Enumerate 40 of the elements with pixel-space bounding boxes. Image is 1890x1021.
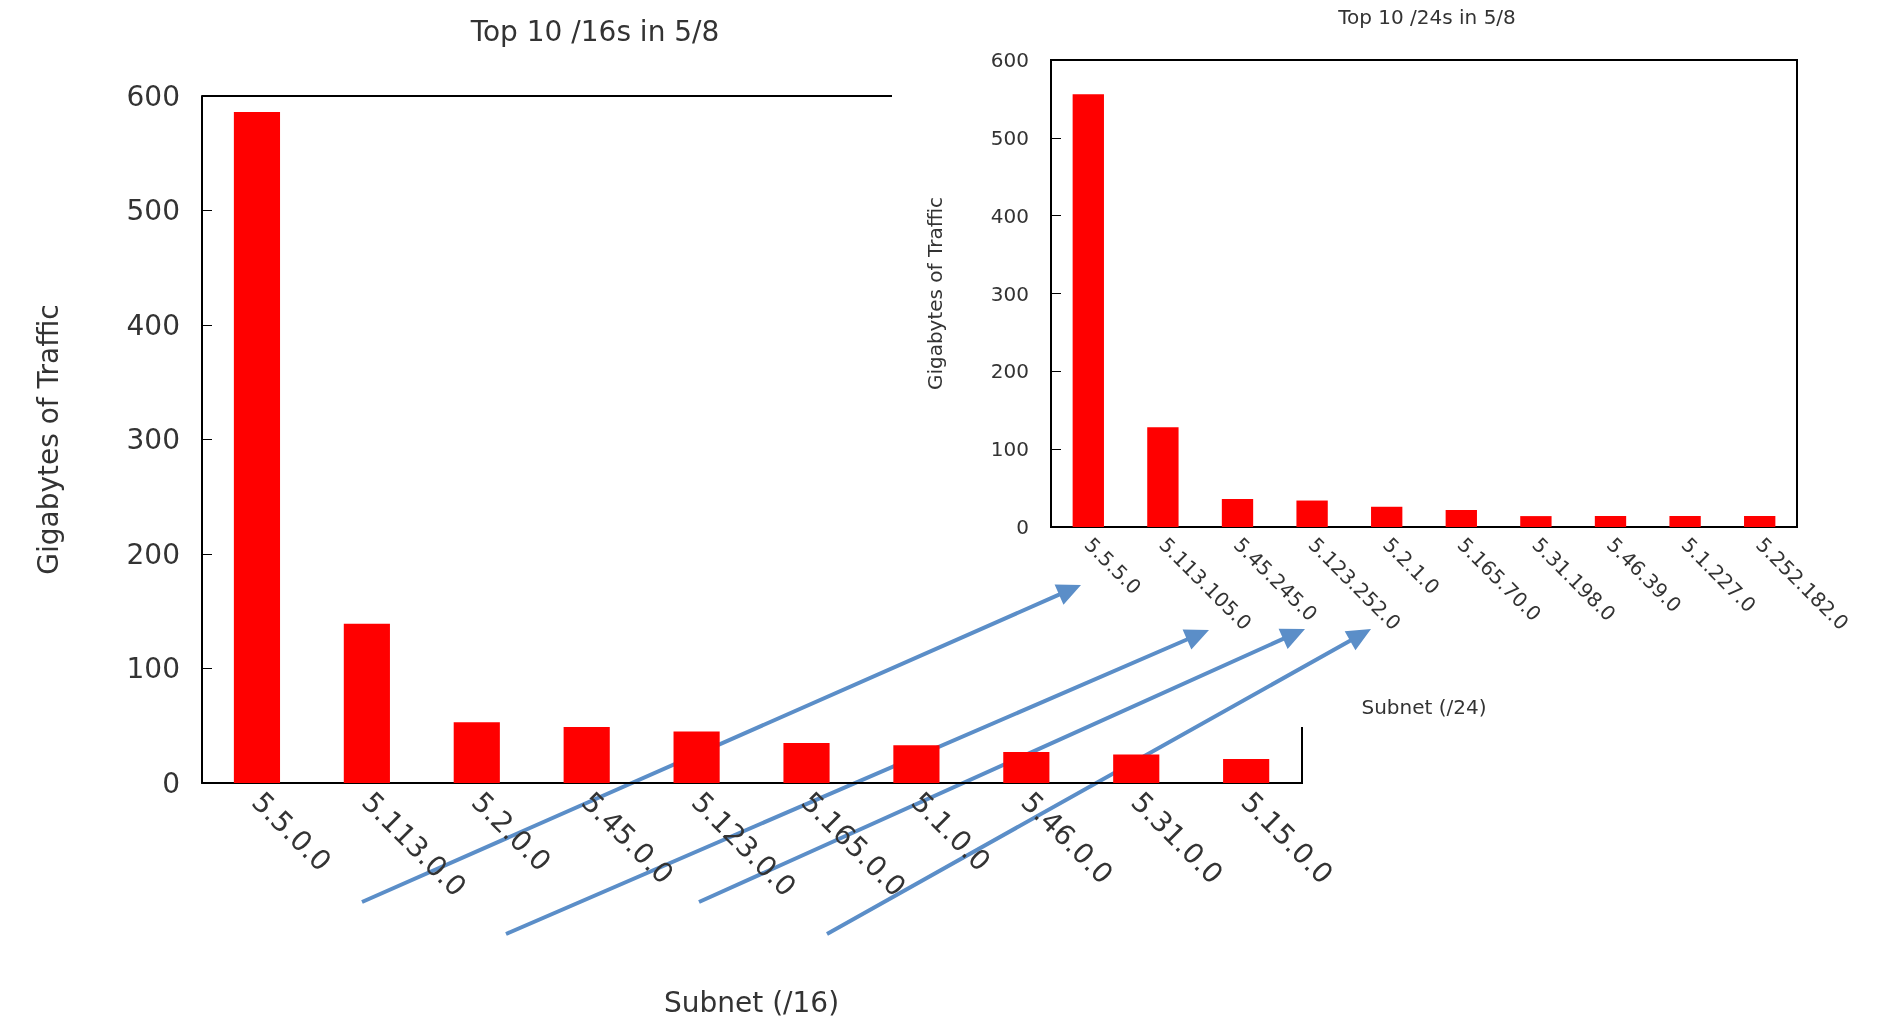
bar xyxy=(1072,94,1104,527)
bar xyxy=(1003,752,1050,783)
bar xyxy=(673,731,720,783)
y-tick-label: 0 xyxy=(162,766,180,800)
bar xyxy=(563,726,610,783)
bar xyxy=(893,745,940,783)
y-tick-label: 300 xyxy=(126,423,180,456)
bar xyxy=(783,742,830,783)
bar xyxy=(1744,516,1776,527)
y-tick-label: 200 xyxy=(126,537,180,571)
y-tick-label: 100 xyxy=(126,652,180,685)
y-tick-label: 100 xyxy=(990,437,1029,462)
y-tick-label: 600 xyxy=(126,79,180,113)
bar xyxy=(343,623,390,783)
bar xyxy=(1669,516,1701,527)
y-tick-label: 0 xyxy=(1016,515,1029,539)
y-axis-title: Gigabytes of Traffic xyxy=(923,196,947,391)
bar xyxy=(1113,754,1160,783)
bar xyxy=(1221,498,1254,527)
bar xyxy=(1445,509,1477,527)
bar xyxy=(1296,500,1328,527)
bar xyxy=(233,112,281,783)
y-tick-label: 600 xyxy=(990,48,1029,72)
bar xyxy=(1147,427,1179,527)
bar xyxy=(1371,506,1403,527)
bar xyxy=(1594,516,1627,527)
x-axis-title: Subnet (/24) xyxy=(1361,695,1487,719)
chart-title: Top 10 /16s in 5/8 xyxy=(469,14,720,48)
bar xyxy=(1223,758,1270,783)
y-tick-label: 300 xyxy=(990,281,1029,306)
x-axis-title: Subnet (/16) xyxy=(664,985,840,1019)
y-tick-label: 500 xyxy=(126,194,180,227)
chart-title: Top 10 /24s in 5/8 xyxy=(1337,5,1516,29)
y-tick-label: 400 xyxy=(126,308,180,342)
y-tick-label: 400 xyxy=(990,203,1029,228)
y-tick-label: 500 xyxy=(990,125,1029,150)
bar xyxy=(453,722,500,783)
bar xyxy=(1520,516,1552,527)
y-axis-title: Gigabytes of Traffic xyxy=(31,304,65,575)
y-tick-label: 200 xyxy=(990,359,1029,384)
